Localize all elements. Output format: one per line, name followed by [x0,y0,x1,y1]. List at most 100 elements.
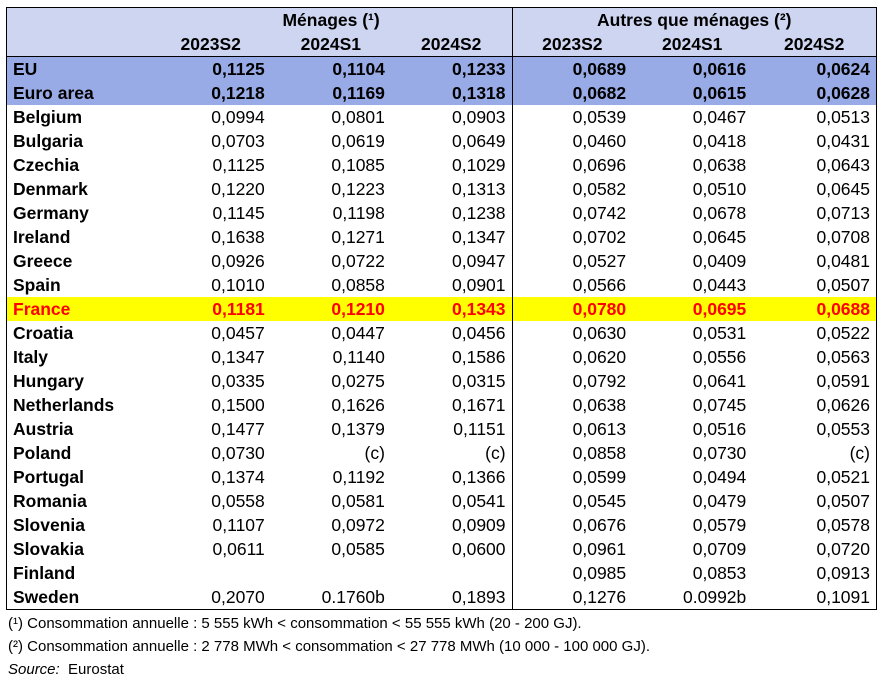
price-cell [391,561,512,585]
table-row: Sweden 0,2070 0.1760b 0,1893 0,1276 0.0992b 0,… [7,585,877,610]
price-cell: 0,0994 [211,107,265,127]
price-cell: 0,1374 [211,467,265,487]
price-cell: 0,0335 [211,371,265,391]
table-row: Belgium 0,0994 0,0801 0,0903 0,0539 0,0467 0,0… [7,105,877,129]
price-cell: 0,1626 [331,395,385,415]
price-cell: 0,1010 [211,275,265,295]
price-cell: 0,0516 [692,419,747,439]
table-row: Czechia 0,1125 0,1085 0,1029 0,0696 0,0638 0,0… [7,153,877,177]
price-cell: 0,0985 [511,561,633,585]
price-cell: 0,0913 [816,563,870,583]
price-cell: 0,0467 [692,107,747,127]
price-cell: 0,2070 [211,587,265,607]
price-cell: 0,0418 [692,131,747,151]
price-cell: 0,1347 [452,227,506,247]
price-cell: 0,0431 [816,131,870,151]
period-header-row: 2023S2 2024S1 2024S2 2023S2 2024S1 2024S… [6,32,877,57]
table-row: EU 0,1125 0,1104 0,1233 0,0689 0,0616 0,0624 [6,56,877,81]
price-cell: 0,0545 [511,489,633,513]
price-cell: 0,0682 [511,81,633,105]
price-cell: 0,0678 [692,203,747,223]
country-name: Belgium [13,107,83,127]
price-cell: 0,1210 [270,297,391,321]
country-name: Germany [13,203,89,223]
price-cell: 0,1313 [452,179,506,199]
table-row: Slovenia 0,1107 0,0972 0,0909 0,0676 0,0579 0,… [7,513,877,537]
price-cell: 0,0626 [816,395,870,415]
table-row: Germany 0,1145 0,1198 0,1238 0,0742 0,0678 0,0… [7,201,877,225]
price-cell: 0,0649 [452,131,506,151]
price-cell: 0,0972 [331,515,385,535]
price-cell: 0,0676 [511,513,633,537]
price-cell: 0,0853 [692,563,747,583]
country-name: Romania [13,491,87,511]
price-cell: 0,0645 [692,227,747,247]
price-cell: 0,1276 [511,585,633,610]
table-row: Portugal 0,1374 0,1192 0,1366 0,0599 0,0494 0,… [7,465,877,489]
price-cell: 0,0745 [692,395,747,415]
price-cell: 0,1218 [150,81,271,105]
country-name: Slovenia [13,515,85,535]
price-cell: 0,0638 [511,393,633,417]
price-cell: 0,0409 [692,251,747,271]
price-cell: 0.1760b [321,587,385,607]
price-cell: 0,0643 [816,155,870,175]
price-cell: 0,0713 [816,203,870,223]
price-cell: 0,1220 [211,179,265,199]
price-cell: 0,0628 [752,81,877,105]
price-cell: 0.0992b [683,587,747,607]
price-cell: 0,0613 [511,417,633,441]
price-cell: (c) [364,443,385,463]
price-cell: 0,0641 [692,371,747,391]
price-cell: 0,0801 [331,107,385,127]
price-cell: 0,1151 [453,419,506,439]
price-cell: 0,0553 [816,419,870,439]
price-table-container: Ménages (¹) Autres que ménages (²) 2023S… [6,7,877,610]
price-cell: 0,0507 [816,275,870,295]
footnotes: (¹) Consommation annuelle : 5 555 kWh < … [8,612,650,681]
price-cell: 0,0599 [511,465,633,489]
price-cell: 0,0722 [331,251,385,271]
price-cell: 0,0961 [511,537,633,561]
price-cell: 0,0947 [452,251,506,271]
price-cell: 0,0275 [331,371,385,391]
footnote-households: (¹) Consommation annuelle : 5 555 kWh < … [8,615,582,632]
table-row: Greece 0,0926 0,0722 0,0947 0,0527 0,0409 0,04… [7,249,877,273]
period-header: 2024S2 [752,32,877,57]
price-cell: 0,0689 [511,56,633,81]
price-cell: 0,0443 [692,275,747,295]
price-cell: 0,0600 [452,539,506,559]
table-row: Ireland 0,1638 0,1271 0,1347 0,0702 0,0645 0,0… [7,225,877,249]
country-name: Czechia [13,155,80,175]
price-cell: 0,1379 [331,419,385,439]
price-cell: 0,0909 [452,515,506,535]
price-cell: 0,0456 [452,323,506,343]
price-cell: 0,0615 [632,81,753,105]
price-cell: 0,1192 [332,467,385,487]
source-value: Eurostat [68,661,124,678]
price-cell: 0,0708 [816,227,870,247]
price-cell: 0,0645 [816,179,870,199]
price-cell: 0,1238 [452,203,506,223]
price-cell: 0,0620 [511,345,633,369]
price-cell: 0,0556 [692,347,747,367]
country-name: Sweden [13,587,80,607]
price-cell: 0,0616 [632,56,753,81]
price-cell: (c) [485,443,506,463]
price-cell: 0,0522 [816,323,870,343]
group-header-row: Ménages (¹) Autres que ménages (²) [6,7,877,32]
country-name: Euro area [6,81,151,105]
price-cell: 0,0481 [816,251,870,271]
table-row: Denmark 0,1220 0,1223 0,1313 0,0582 0,0510 0,0… [7,177,877,201]
price-cell: 0,1638 [211,227,265,247]
country-name: Hungary [13,371,84,391]
price-cell: 0,1145 [212,203,265,223]
table-row: Hungary 0,0335 0,0275 0,0315 0,0792 0,0641 0,0… [7,369,877,393]
price-cell: 0,1477 [211,419,265,439]
price-cell: 0,0539 [511,105,633,129]
price-cell: 0,0780 [511,297,633,321]
table-row: Slovakia 0,0611 0,0585 0,0600 0,0961 0,0709 0,… [7,537,877,561]
price-cell: 0,1125 [150,56,271,81]
price-cell: 0,1198 [332,203,385,223]
price-cell: 0,0638 [692,155,747,175]
